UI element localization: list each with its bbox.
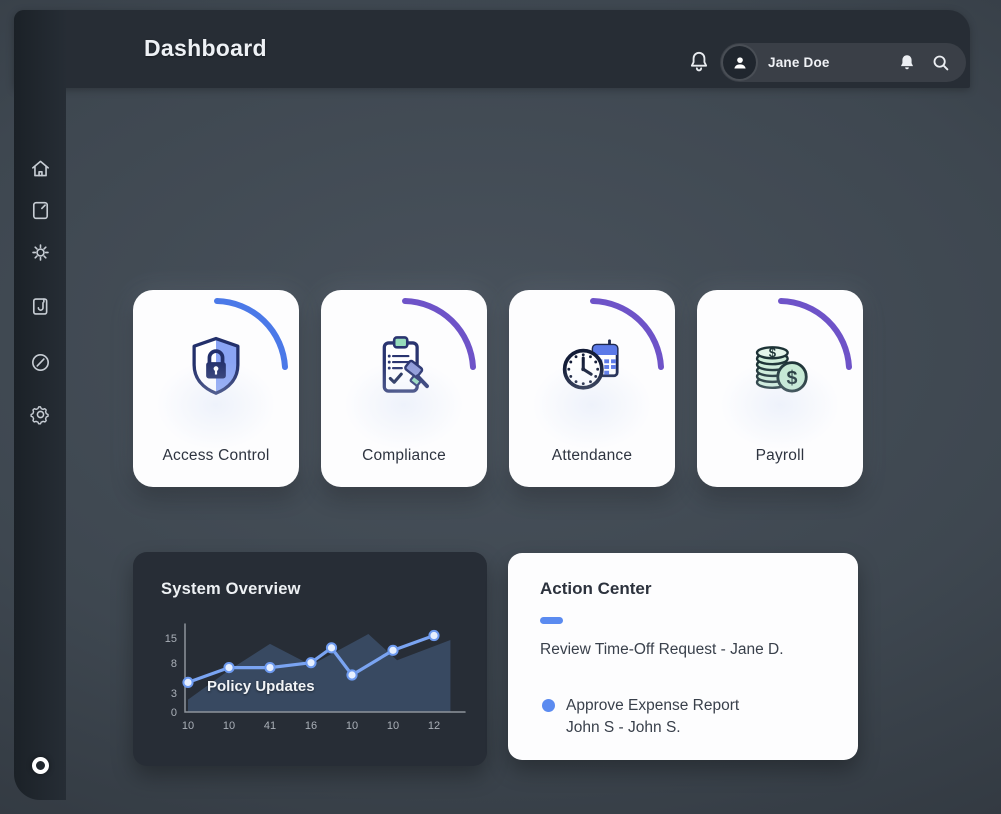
person-icon — [733, 56, 746, 68]
svg-text:10: 10 — [182, 720, 194, 732]
sidebar-item-notes[interactable] — [22, 192, 58, 228]
accent-dash — [540, 617, 563, 624]
settings-gear-icon — [29, 405, 49, 425]
sidebar-item-journal[interactable] — [22, 288, 58, 324]
svg-text:12: 12 — [428, 720, 440, 732]
user-name: Jane Doe — [768, 55, 830, 70]
notifications-button[interactable] — [686, 49, 712, 75]
action-center-title: Action Center — [540, 579, 652, 598]
note-icon — [32, 201, 48, 219]
svg-text:3: 3 — [171, 688, 177, 700]
action-item-subtext: John S - John S. — [566, 719, 681, 736]
svg-text:$: $ — [769, 345, 777, 360]
action-item[interactable]: Review Time-Off Request - Jane D. — [540, 641, 784, 658]
avatar — [723, 46, 756, 79]
chart-title: System Overview — [161, 580, 301, 598]
card-label: Payroll — [755, 447, 805, 464]
svg-text:0: 0 — [171, 707, 177, 719]
action-item-text: Approve Expense Report — [566, 697, 740, 714]
svg-text:41: 41 — [264, 720, 276, 732]
sidebar-item-design[interactable] — [22, 344, 58, 380]
bell-filled-icon — [900, 54, 914, 69]
clock-calendar-icon — [562, 339, 619, 390]
shield-lock-icon — [192, 336, 240, 395]
card-attendance[interactable]: Attendance — [509, 290, 675, 487]
svg-text:$: $ — [787, 367, 798, 389]
menu-toggle-button[interactable] — [27, 40, 53, 60]
action-item[interactable]: Approve Expense Report John S - John S. — [566, 695, 739, 739]
compass-icon — [31, 353, 49, 371]
system-overview-card: 15 8 3 0 10 10 41 16 10 10 12 System Overview Poli… — [133, 552, 487, 766]
card-label: Attendance — [551, 447, 633, 464]
system-overview-chart: 15 8 3 0 10 10 41 16 10 10 12 — [165, 623, 466, 732]
series-label: Policy Updates — [207, 678, 315, 695]
record-circle-icon — [31, 757, 49, 774]
coins-icon: $ $ — [755, 345, 808, 393]
svg-text:10: 10 — [387, 720, 399, 732]
sidebar-item-tools[interactable] — [22, 234, 58, 270]
record-button[interactable] — [31, 757, 49, 774]
clipboard-gavel-icon — [382, 336, 429, 393]
card-access-control[interactable]: Access Control — [133, 290, 299, 487]
svg-text:10: 10 — [346, 720, 358, 732]
user-pill[interactable]: Jane Doe — [720, 43, 966, 82]
topbar: Dashboard Jane Doe — [14, 10, 970, 88]
bullet-icon — [542, 699, 555, 712]
svg-text:10: 10 — [223, 720, 235, 732]
search-icon — [933, 55, 949, 70]
card-label: Compliance — [362, 447, 446, 464]
sidebar-item-settings[interactable] — [22, 396, 58, 432]
card-payroll[interactable]: $ $ Payroll — [697, 290, 863, 487]
svg-text:15: 15 — [165, 633, 177, 645]
sidebar-footer — [14, 757, 66, 774]
sidebar — [14, 10, 66, 800]
sidebar-item-home[interactable] — [22, 150, 58, 186]
svg-text:16: 16 — [305, 720, 317, 732]
gear-spoke-icon — [31, 243, 49, 261]
sidebar-nav — [14, 150, 66, 432]
svg-text:8: 8 — [171, 658, 177, 670]
card-label: Access Control — [162, 447, 270, 464]
search-button[interactable] — [930, 52, 952, 74]
alerts-button[interactable] — [896, 52, 918, 74]
card-compliance[interactable]: Compliance — [321, 290, 487, 487]
action-center-card: Action Center Review Time-Off Request - … — [508, 553, 858, 760]
page-title: Dashboard — [144, 35, 267, 61]
journal-icon — [32, 297, 47, 315]
home-icon — [31, 160, 49, 176]
bell-icon — [690, 51, 708, 72]
